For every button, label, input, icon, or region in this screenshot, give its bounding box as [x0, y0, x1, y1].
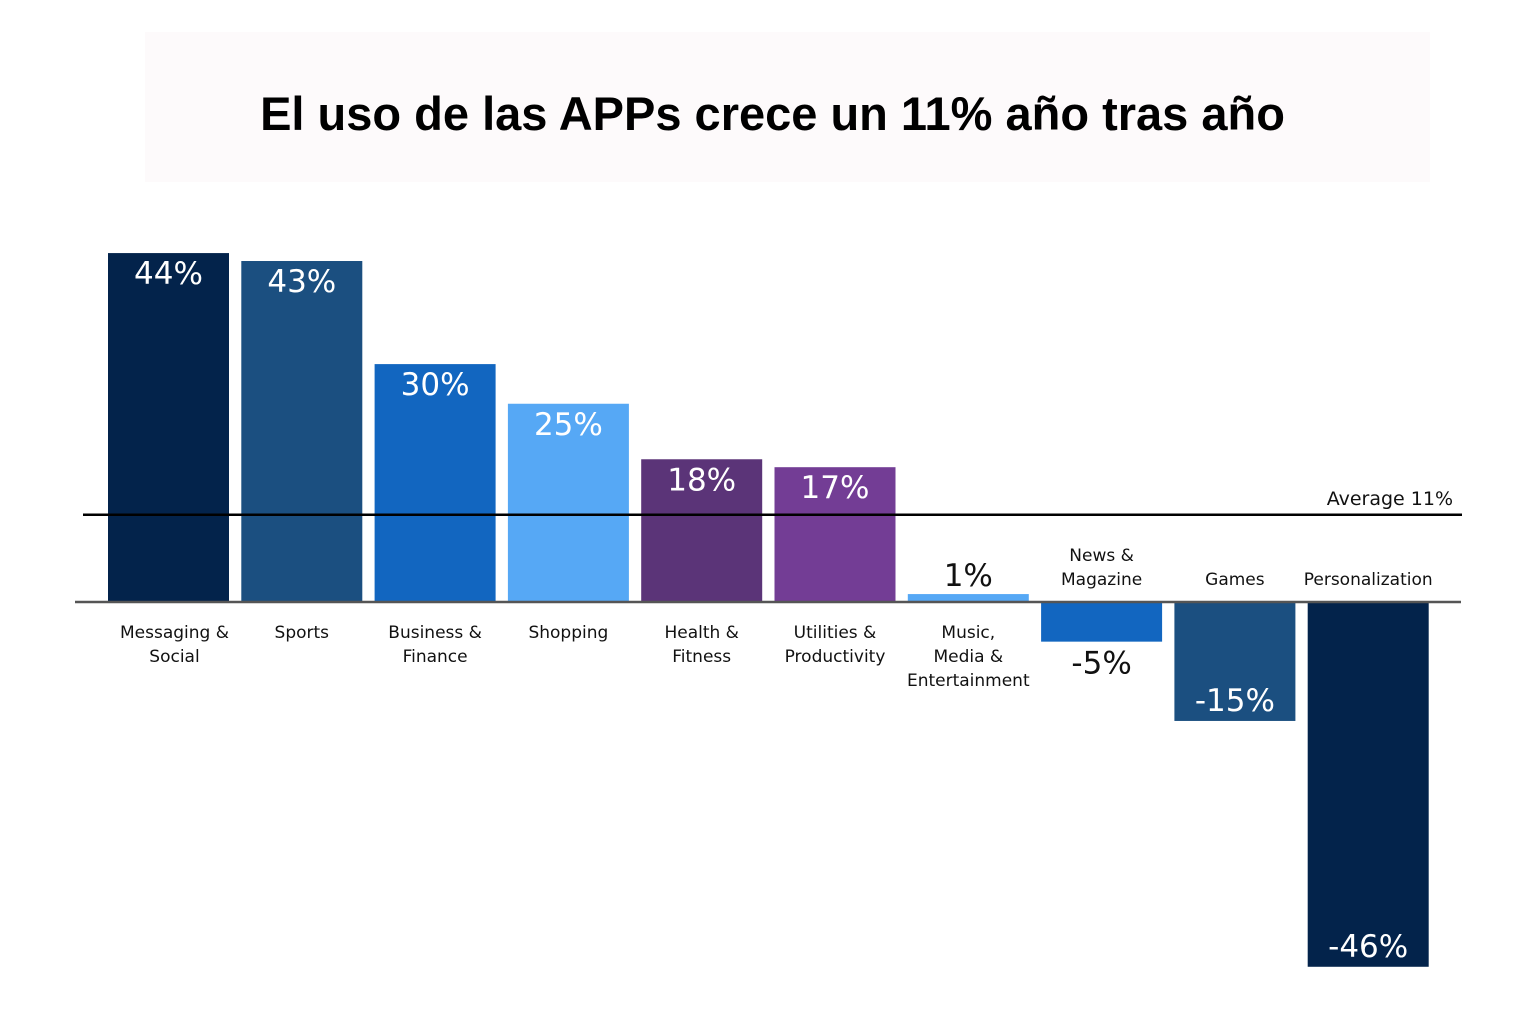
category-label: Entertainment	[907, 671, 1030, 691]
bar	[374, 364, 496, 602]
data-label: 30%	[401, 367, 470, 403]
average-label: Average 11%	[1327, 488, 1453, 510]
bar	[1041, 602, 1163, 642]
category-label: Shopping	[528, 623, 608, 643]
data-label: -15%	[1195, 683, 1275, 719]
data-label: 44%	[134, 256, 203, 292]
category-label: Productivity	[785, 647, 886, 667]
category-label: Music,	[941, 623, 995, 643]
category-label: Games	[1205, 570, 1265, 590]
data-label: -46%	[1328, 929, 1408, 965]
category-label: Fitness	[672, 647, 731, 667]
bar	[108, 253, 229, 602]
bar	[907, 594, 1029, 602]
category-label: Media &	[933, 647, 1003, 667]
bar	[774, 467, 896, 602]
data-label: 17%	[801, 470, 870, 506]
data-label: -5%	[1071, 646, 1131, 682]
data-label: 1%	[944, 558, 993, 594]
title-band	[145, 32, 1430, 182]
bar	[507, 403, 629, 602]
category-label: Personalization	[1304, 570, 1433, 590]
bar	[241, 261, 363, 602]
bar	[641, 459, 763, 602]
category-label: Utilities &	[794, 623, 877, 643]
category-label: Finance	[403, 647, 468, 667]
category-label: Messaging &	[120, 623, 229, 643]
bar	[1307, 602, 1429, 967]
category-label: Social	[149, 647, 199, 667]
category-label: Business &	[388, 623, 482, 643]
category-label: News &	[1069, 546, 1134, 566]
data-label: 43%	[267, 264, 336, 300]
chart-title: El uso de las APPs crece un 11% año tras…	[260, 87, 1285, 140]
data-label: 18%	[667, 462, 736, 498]
category-label: Health &	[664, 623, 738, 643]
category-label: Sports	[275, 623, 330, 643]
bar	[1174, 602, 1296, 721]
data-label: 25%	[534, 407, 603, 443]
category-label: Magazine	[1061, 570, 1142, 590]
